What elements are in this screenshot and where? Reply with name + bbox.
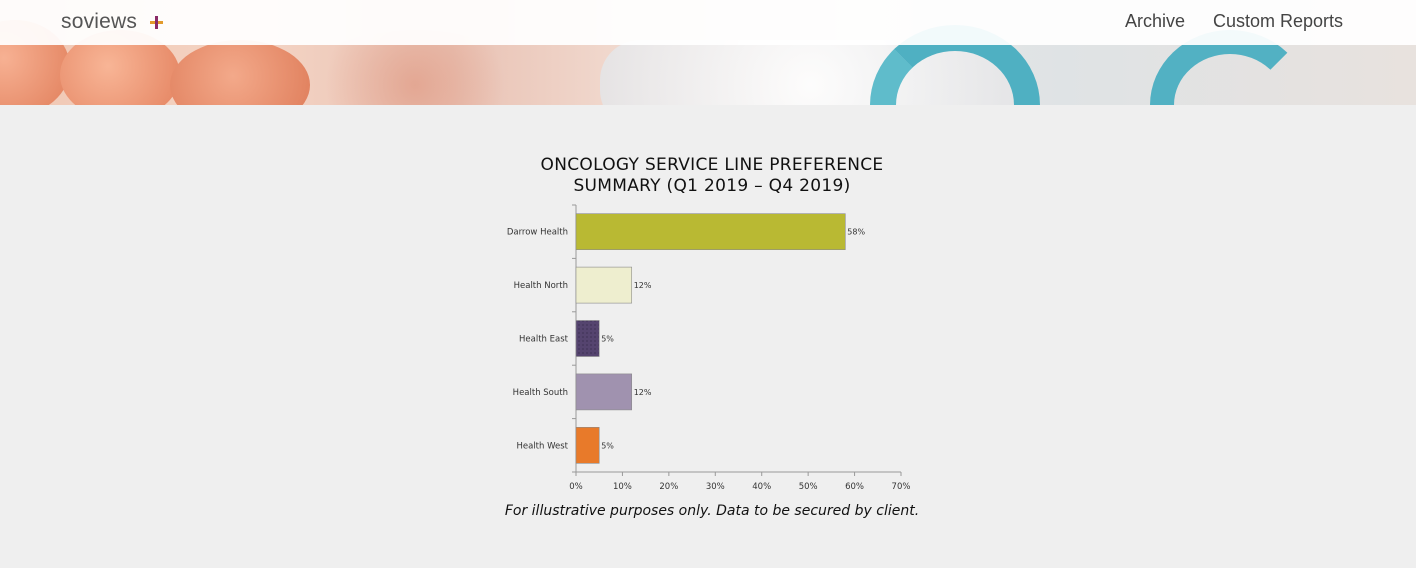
chart-caption: For illustrative purposes only. Data to … bbox=[504, 503, 920, 519]
chart-title-line-1: ONCOLOGY SERVICE LINE PREFERENCE bbox=[540, 155, 884, 175]
bar-health-south bbox=[575, 373, 633, 411]
nav-archive-link[interactable]: Archive bbox=[1125, 11, 1186, 31]
nav-custom-reports-link[interactable]: Custom Reports bbox=[1213, 11, 1344, 31]
value-label: 5% bbox=[601, 441, 614, 450]
category-label: Health North bbox=[514, 281, 568, 291]
x-tick-label: 50% bbox=[799, 482, 818, 492]
bar-health-east bbox=[575, 320, 600, 357]
bar-health-north bbox=[575, 266, 633, 304]
value-label: 12% bbox=[634, 281, 652, 290]
x-tick-label: 40% bbox=[752, 482, 771, 492]
x-tick-label: 60% bbox=[845, 482, 864, 492]
x-tick-label: 10% bbox=[613, 482, 632, 492]
hero-photo-hand bbox=[170, 40, 310, 105]
site-logo[interactable]: soviews bbox=[61, 10, 138, 33]
value-label: 58% bbox=[847, 228, 865, 237]
x-tick-label: 0% bbox=[569, 482, 583, 492]
bar-darrow-health bbox=[575, 213, 846, 250]
category-label: Health South bbox=[513, 388, 568, 398]
x-tick-label: 30% bbox=[706, 482, 725, 492]
top-navigation-bar: soviews Archive Custom Reports bbox=[0, 0, 1416, 45]
value-label: 12% bbox=[634, 388, 652, 397]
chart-title: ONCOLOGY SERVICE LINE PREFERENCE SUMMARY… bbox=[412, 155, 1012, 197]
chart-title-line-2: SUMMARY (Q1 2019 – Q4 2019) bbox=[573, 176, 851, 196]
x-tick-label: 20% bbox=[659, 482, 678, 492]
category-label: Darrow Health bbox=[507, 228, 568, 238]
logo-plus-icon bbox=[150, 16, 163, 29]
bar-health-west bbox=[575, 427, 600, 464]
category-label: Health West bbox=[516, 441, 568, 451]
value-label: 5% bbox=[601, 335, 614, 344]
x-tick-label: 70% bbox=[892, 482, 911, 492]
category-label: Health East bbox=[519, 335, 569, 345]
preference-bar-chart: 0% 10% 20% 30% 40% 50% 60% 70% Darrow Health 58% H… bbox=[507, 204, 911, 492]
